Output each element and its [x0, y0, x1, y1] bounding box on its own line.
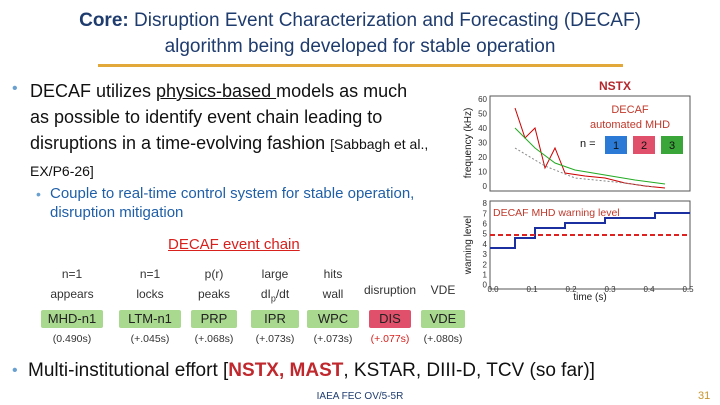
- event-time: (0.490s): [52, 333, 92, 345]
- text: DECAF utilizes: [30, 81, 157, 101]
- bullet-text: Multi-institutional effort [NSTX, MAST, …: [28, 360, 595, 382]
- text: wall: [322, 287, 344, 301]
- title-line2: algorithm being developed for stable ope…: [164, 36, 556, 57]
- sub-bullet-text: Couple to real-time control system for s…: [50, 185, 415, 221]
- event-box: PRP: [191, 310, 237, 328]
- text: appears: [50, 287, 94, 301]
- event-label: hits: [323, 267, 343, 281]
- y-tick-label: 10: [478, 168, 487, 177]
- y-tick-label: 0: [483, 182, 488, 191]
- event-label: appears: [27, 284, 117, 304]
- subscript: p: [270, 293, 276, 304]
- event-label: VDE: [398, 280, 488, 300]
- x-tick-label: 0.1: [526, 285, 538, 294]
- y-axis-label: warning level: [463, 216, 474, 275]
- event-box: WPC: [307, 310, 359, 328]
- warning-label: DECAF MHD warning level: [493, 207, 620, 219]
- event-label: disruption: [345, 280, 435, 300]
- event-label: wall: [288, 284, 378, 304]
- event-box: LTM-n1: [119, 310, 181, 328]
- title-rule: [98, 64, 623, 67]
- y-tick-label: 2: [483, 260, 488, 269]
- n-value: 2: [641, 140, 647, 152]
- bold-text: NSTX, MAST: [228, 360, 344, 381]
- n-value: 1: [613, 140, 619, 152]
- figure: NSTX DECAF automated MHD n = DECAF MHD w…: [463, 79, 694, 303]
- title-line1: Core: Disruption Event Characterization …: [0, 10, 720, 32]
- y-tick-label: 6: [483, 220, 488, 229]
- y-tick-label: 20: [478, 153, 487, 162]
- y-tick-label: 5: [483, 230, 488, 239]
- y-tick-label: 50: [478, 110, 487, 119]
- underlined-text: physics-based: [156, 81, 277, 101]
- event-label: dIp/dt: [230, 284, 320, 308]
- x-tick-label: 0.4: [643, 285, 655, 294]
- text: disruption: [363, 283, 417, 297]
- text: peaks: [197, 287, 231, 301]
- warning-trace: [490, 212, 690, 249]
- event-label: n=1: [139, 267, 161, 281]
- n-value: 3: [669, 140, 675, 152]
- y-axis-label: frequency (kHz): [463, 108, 474, 179]
- y-tick-label: 4: [483, 240, 488, 249]
- x-tick-label: 0.2: [565, 285, 577, 294]
- y-tick-label: 3: [483, 250, 488, 259]
- chain-title: DECAF event chain: [168, 236, 300, 253]
- text: VDE: [430, 283, 456, 297]
- bullet-text: DECAF utilizes physics-based models as m…: [30, 78, 430, 184]
- y-tick-label: 1: [483, 271, 488, 280]
- bullet: •: [36, 186, 41, 202]
- event-time: (+.068s): [194, 333, 234, 345]
- footer: IAEA FEC OV/5-5R: [316, 391, 404, 402]
- event-time: (+.045s): [130, 333, 170, 345]
- bullet: •: [12, 362, 18, 379]
- event-time: (+.073s): [255, 333, 295, 345]
- event-label: locks: [105, 284, 195, 304]
- x-axis-label: time (s): [573, 292, 606, 303]
- title-text: Disruption Event Characterization and Fo…: [128, 10, 641, 31]
- text: /dt: [275, 287, 290, 301]
- text: , KSTAR, DIII-D, TCV (so far)]: [343, 360, 595, 381]
- x-tick-label: 0.3: [604, 285, 616, 294]
- event-label: peaks: [169, 284, 259, 304]
- page-number: 31: [698, 390, 711, 402]
- y-tick-label: 0: [483, 281, 488, 290]
- reference: [Sabbagh et al., EX/P6-26]: [30, 136, 429, 179]
- text: locks: [136, 287, 164, 301]
- event-box: IPR: [251, 310, 299, 328]
- device-label: NSTX: [599, 79, 631, 93]
- event-label: n=1: [61, 267, 83, 281]
- y-tick-label: 60: [478, 95, 487, 104]
- x-tick-label: 0.5: [682, 285, 694, 294]
- bottom-panel: [489, 200, 691, 290]
- x-tick-label: 0.0: [487, 285, 499, 294]
- legend-title: DECAF: [611, 104, 649, 116]
- text: dI: [260, 287, 271, 301]
- event-box: DIS: [369, 310, 411, 328]
- text: Multi-institutional effort [: [28, 360, 229, 381]
- event-time: (+.073s): [313, 333, 353, 345]
- legend-subtitle: automated MHD: [590, 119, 670, 131]
- n-swatch: [605, 136, 627, 154]
- title-bold: Core:: [79, 10, 129, 31]
- n-label: n =: [580, 138, 596, 150]
- event-time: (+.080s): [423, 333, 463, 345]
- spectrum-trace: [514, 127, 666, 185]
- y-tick-label: 30: [478, 139, 487, 148]
- top-panel: [489, 95, 691, 192]
- event-box: MHD-n1: [41, 310, 103, 328]
- bullet: •: [12, 80, 18, 97]
- y-tick-label: 8: [483, 199, 488, 208]
- y-tick-label: 40: [478, 124, 487, 133]
- text: models as much as possible to identify e…: [30, 81, 408, 153]
- n-swatch: [633, 136, 655, 154]
- event-label: large: [261, 267, 289, 281]
- event-box: VDE: [421, 310, 465, 328]
- n-swatch: [661, 136, 683, 154]
- event-label: p(r): [204, 267, 224, 281]
- spectrum-trace: [514, 147, 656, 188]
- event-time: (+.077s): [370, 333, 410, 345]
- y-tick-label: 7: [483, 209, 488, 218]
